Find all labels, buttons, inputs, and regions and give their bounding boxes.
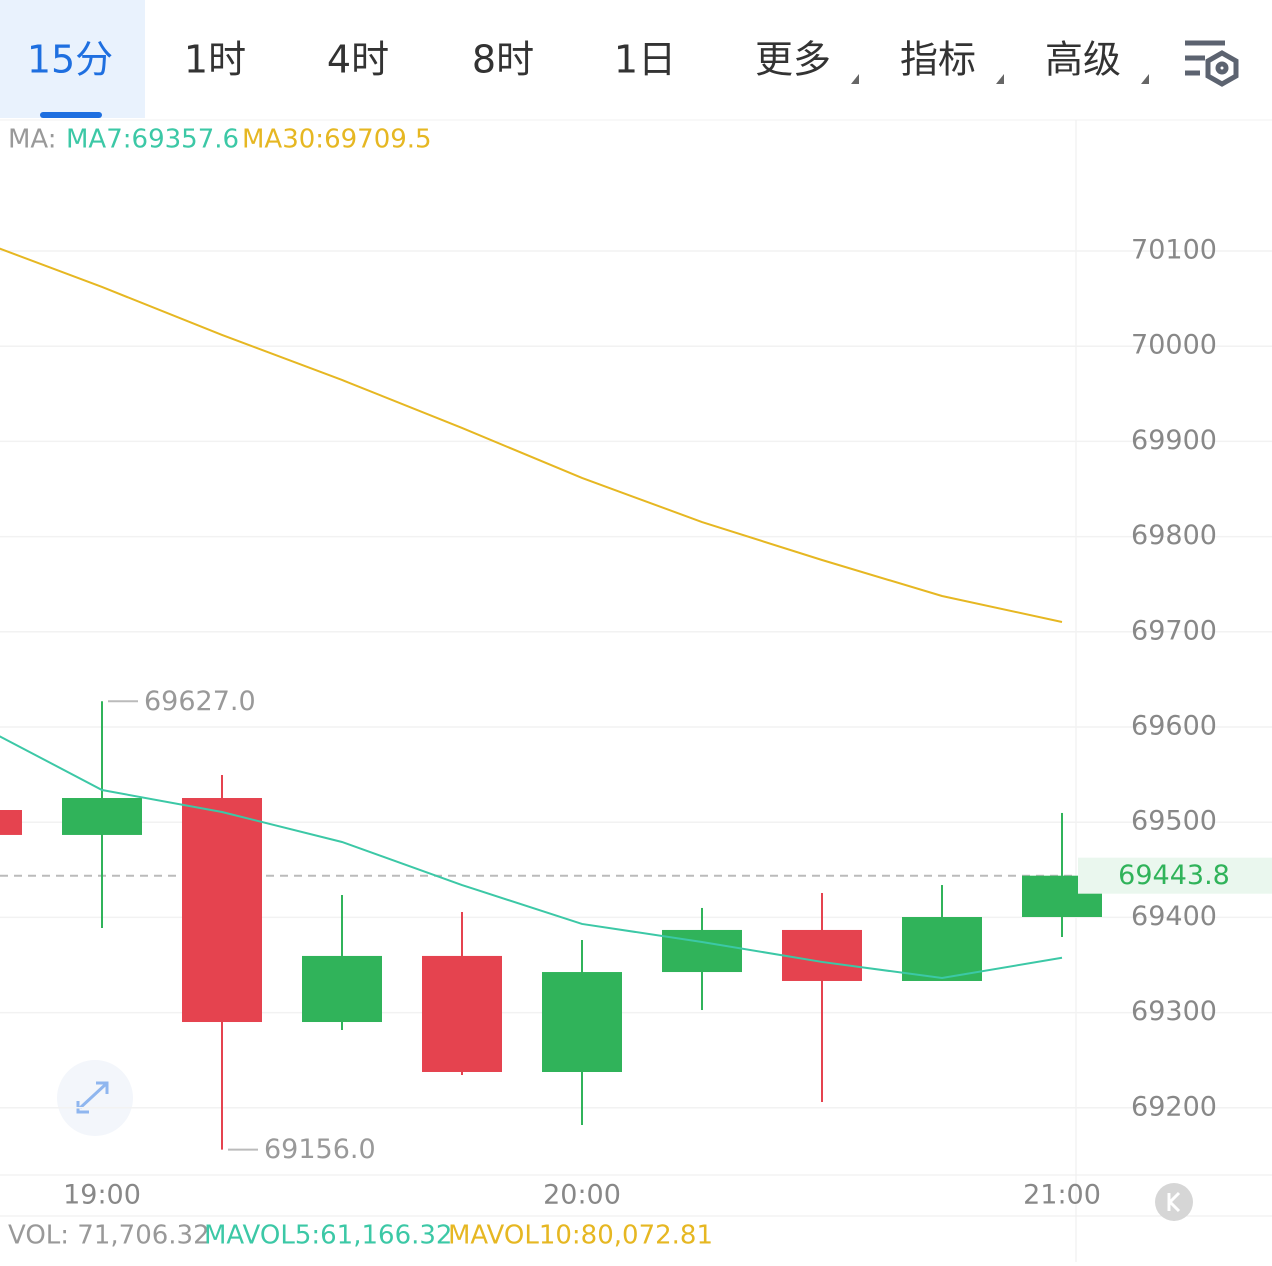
ma-line bbox=[0, 247, 1063, 623]
tab[interactable]: 1日 bbox=[614, 38, 676, 82]
ma-line bbox=[0, 735, 1063, 980]
last-price-label: 69443.8 bbox=[1118, 860, 1230, 891]
tab[interactable]: 8时 bbox=[472, 38, 534, 82]
y-tick-label: 69900 bbox=[1131, 425, 1217, 456]
tab[interactable]: 更多 bbox=[755, 38, 831, 82]
candle-body bbox=[662, 929, 742, 973]
y-tick-label: 69600 bbox=[1131, 710, 1217, 741]
candle-body bbox=[302, 955, 382, 1023]
y-tick-label: 69300 bbox=[1131, 996, 1217, 1027]
candle-body bbox=[542, 972, 622, 1072]
y-tick-label: 69400 bbox=[1131, 901, 1217, 932]
candle-body bbox=[182, 798, 262, 1023]
candle-body bbox=[0, 810, 22, 835]
settings-icon[interactable] bbox=[1185, 40, 1239, 87]
tab[interactable]: 1时 bbox=[184, 38, 246, 82]
y-tick-label: 69500 bbox=[1131, 806, 1217, 837]
active-tab-indicator bbox=[40, 112, 102, 118]
y-tick-label: 69200 bbox=[1131, 1091, 1217, 1122]
extreme-label: 69627.0 bbox=[144, 686, 256, 717]
ma30-label: MA30:69709.5 bbox=[242, 125, 432, 155]
mavol10-label: MAVOL10:80,072.81 bbox=[448, 1221, 713, 1251]
dropdown-triangle bbox=[1141, 74, 1149, 84]
mavol5-label: MAVOL5:61,166.32 bbox=[204, 1221, 452, 1251]
extreme-label: 69156.0 bbox=[264, 1134, 376, 1165]
tab[interactable]: 15分 bbox=[27, 38, 113, 82]
y-tick-label: 69700 bbox=[1131, 615, 1217, 646]
plot bbox=[0, 247, 1272, 1150]
expand-button[interactable] bbox=[57, 1060, 133, 1136]
dropdown-triangle bbox=[996, 74, 1004, 84]
active-tab-bg bbox=[0, 0, 145, 118]
candle-body bbox=[62, 798, 142, 835]
candle-body bbox=[422, 955, 502, 1072]
x-tick-label: 21:00 bbox=[1023, 1180, 1101, 1211]
candle-body bbox=[902, 917, 982, 981]
tab[interactable]: 指标 bbox=[900, 38, 976, 82]
last-price-bg bbox=[1078, 857, 1272, 894]
candle-body bbox=[782, 929, 862, 981]
x-tick-label: 19:00 bbox=[63, 1180, 141, 1211]
y-tick-label: 69800 bbox=[1131, 520, 1217, 551]
k-button[interactable] bbox=[1155, 1183, 1193, 1221]
dropdown-triangle bbox=[851, 74, 859, 84]
ma-label: MA: bbox=[8, 125, 57, 155]
x-tick-label: 20:00 bbox=[543, 1180, 621, 1211]
tab[interactable]: 4时 bbox=[327, 38, 389, 82]
y-tick-label: 70000 bbox=[1131, 330, 1217, 361]
vol-label: VOL: 71,706.32 bbox=[8, 1221, 210, 1251]
y-tick-label: 70100 bbox=[1131, 234, 1217, 265]
ma7-label: MA7:69357.6 bbox=[66, 125, 239, 155]
tab[interactable]: 高级 bbox=[1045, 38, 1121, 82]
